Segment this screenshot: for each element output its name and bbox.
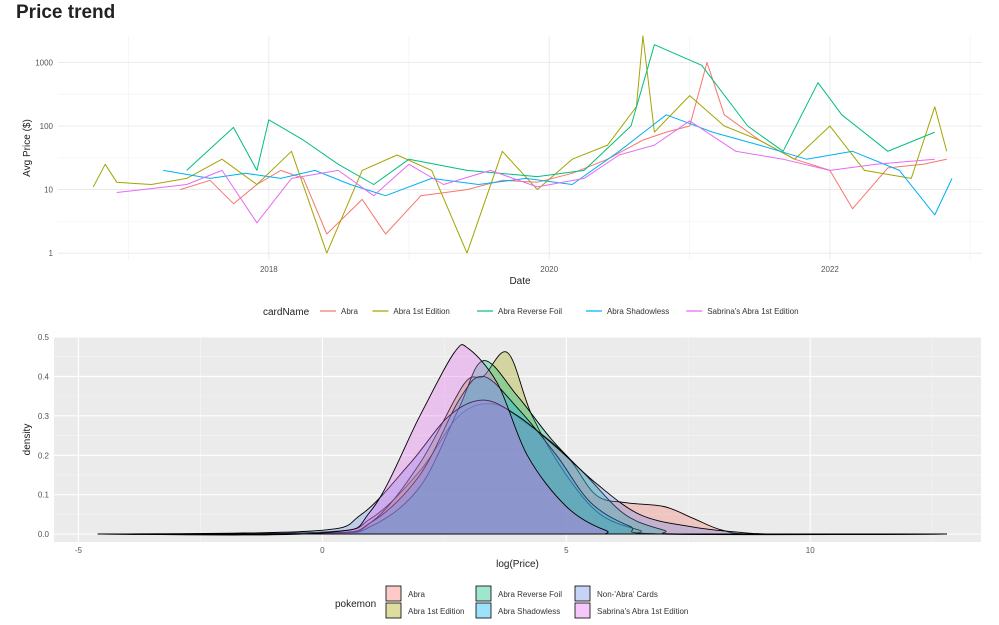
line-chart-series-group <box>92 35 953 254</box>
density-chart: -5 0 5 10 0.0 0.1 0.2 0.3 0.4 0.5 log(Price) den… <box>22 333 981 619</box>
density-series-abra-reverse-foil <box>97 360 947 535</box>
line-chart-x-ticks: 2018 2020 2022 <box>260 265 839 274</box>
density-chart-legend-key-abra-shadowless <box>475 602 492 619</box>
density-chart-legend-label-sabrina-s-abra-1st-edition: Sabrina's Abra 1st Edition <box>597 607 688 616</box>
density-chart-y-axis-label: density <box>22 424 33 456</box>
page-title: Price trend <box>16 2 116 23</box>
density-series-non-abra-cards <box>97 399 947 535</box>
density-chart-x-ticks: -5 0 5 10 <box>75 546 815 555</box>
density-chart-legend-label-non-abra-cards: Non-'Abra' Cards <box>597 590 658 599</box>
density-chart-legend-label-abra-1st-edition: Abra 1st Edition <box>408 607 464 616</box>
density-series-abra-shadowless <box>97 375 947 536</box>
density-chart-y-tick-label: 0.5 <box>38 333 50 342</box>
density-chart-legend-key-abra-reverse-foil <box>475 585 492 602</box>
density-chart-y-tick-label: 0.4 <box>38 372 50 381</box>
density-chart-legend-key-non-abra-cards <box>574 585 591 602</box>
line-chart-x-tick-label: 2018 <box>260 265 278 274</box>
density-chart-legend-title: pokemon <box>335 599 376 610</box>
density-chart-legend: pokemon Abra Abra 1st Edition Abra Reverse … <box>335 585 688 619</box>
line-chart: 2018 2020 2022 1 10 100 1000 Date Avg Price (… <box>22 35 982 318</box>
density-chart-legend-label-abra-reverse-foil: Abra Reverse Foil <box>498 590 562 599</box>
density-chart-x-tick-label: 0 <box>320 546 325 555</box>
density-chart-y-tick-label: 0.2 <box>38 451 50 460</box>
density-chart-legend-label-abra-shadowless: Abra Shadowless <box>498 607 560 616</box>
line-series-abra-reverse-foil <box>186 44 935 185</box>
line-chart-y-tick-label: 1 <box>49 249 54 258</box>
density-chart-x-tick-label: -5 <box>75 546 83 555</box>
line-chart-legend-label-sabrina-s-abra-1st-edition: Sabrina's Abra 1st Edition <box>707 307 798 316</box>
density-chart-x-tick-label: 10 <box>806 546 815 555</box>
density-chart-y-tick-label: 0.3 <box>38 412 50 421</box>
line-chart-legend-label-abra-shadowless: Abra Shadowless <box>607 307 669 316</box>
line-chart-x-tick-label: 2022 <box>821 265 839 274</box>
density-chart-series-group <box>97 344 947 536</box>
line-chart-y-axis-label: Avg Price ($) <box>22 119 33 177</box>
line-series-abra-shadowless <box>163 114 953 216</box>
density-series-abra-1st-edition <box>97 351 947 535</box>
density-chart-y-ticks: 0.0 0.1 0.2 0.3 0.4 0.5 <box>38 333 50 539</box>
line-series-abra <box>179 61 947 235</box>
line-chart-grid <box>58 36 982 260</box>
line-chart-x-tick-label: 2020 <box>540 265 558 274</box>
line-chart-panel <box>58 36 982 260</box>
density-chart-legend-key-abra <box>385 585 402 602</box>
line-chart-y-tick-label: 100 <box>40 122 54 131</box>
line-chart-y-tick-label: 1000 <box>35 58 53 67</box>
density-chart-legend-key-abra-1st-edition <box>385 602 402 619</box>
line-series-sabrina-s-abra-1st-edition <box>116 120 935 224</box>
line-chart-legend-label-abra: Abra <box>341 307 358 316</box>
line-chart-y-tick-label: 10 <box>44 186 53 195</box>
density-chart-panel <box>54 337 981 542</box>
density-series-sabrina-s-abra-1st-edition <box>97 344 947 536</box>
density-chart-legend-label-abra: Abra <box>408 590 425 599</box>
density-chart-y-tick-label: 0.0 <box>38 530 50 539</box>
line-chart-legend-label-abra-1st-edition: Abra 1st Edition <box>393 307 449 316</box>
density-chart-y-tick-label: 0.1 <box>38 491 50 500</box>
line-chart-y-ticks: 1 10 100 1000 <box>35 58 53 258</box>
line-chart-legend: cardName Abra Abra 1st Edition Abra Reverse… <box>263 307 799 318</box>
line-chart-x-axis-label: Date <box>509 276 531 287</box>
line-chart-legend-label-abra-reverse-foil: Abra Reverse Foil <box>498 307 562 316</box>
density-chart-x-axis-label: log(Price) <box>496 559 539 570</box>
density-chart-x-tick-label: 5 <box>564 546 569 555</box>
density-chart-legend-key-sabrina-s-abra-1st-edition <box>574 602 591 619</box>
line-series-abra-1st-edition <box>92 35 948 254</box>
line-chart-legend-title: cardName <box>263 307 310 318</box>
